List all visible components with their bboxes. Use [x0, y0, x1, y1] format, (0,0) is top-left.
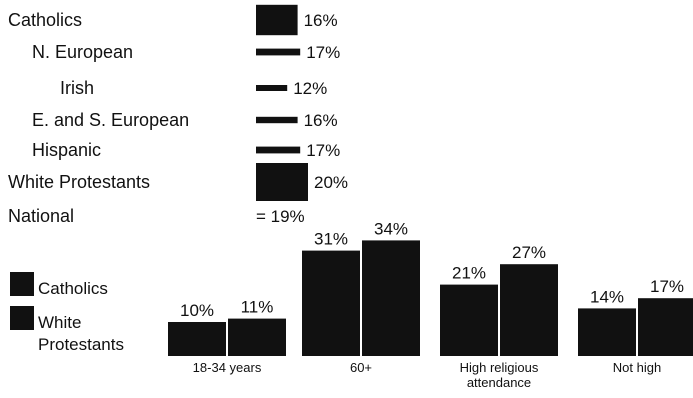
data-label-60-white-protestants: 34%	[374, 219, 408, 238]
bar-high-religious-attendance-white-protestants	[500, 264, 558, 356]
data-label-18-34-years-white-protestants: 11%	[241, 298, 274, 317]
category-label-60: 60+	[350, 360, 372, 375]
category-label-18-34-years: 18-34 years	[193, 360, 262, 375]
horizontal-bar-chart: Catholics 16% N. European 17% Irish 12% E. and…	[8, 4, 348, 226]
row-label-national: National	[8, 206, 74, 226]
row-label-e-and-s-european: E. and S. European	[32, 110, 189, 130]
value-label-catholics: 16%	[304, 11, 338, 30]
bar-catholics	[256, 4, 298, 36]
bar-e-and-s-european	[256, 116, 298, 124]
bar-60-catholics	[302, 250, 360, 356]
data-label-not-high-catholics: 14%	[590, 287, 624, 306]
category-label-high-religious-attendance: High religious attendance	[460, 360, 539, 390]
value-label-hispanic: 17%	[306, 141, 340, 160]
bar-60-white-protestants	[362, 240, 420, 356]
bar-18-34-years-white-protestants	[228, 318, 286, 356]
row-label-hispanic: Hispanic	[32, 140, 101, 160]
data-label-high-religious-attendance-white-protestants: 27%	[512, 243, 546, 262]
bar-white-protestants	[256, 163, 308, 201]
bar-high-religious-attendance-catholics	[440, 284, 498, 356]
row-label-irish: Irish	[60, 78, 94, 98]
value-label-n-european: 17%	[306, 43, 340, 62]
bar-not-high-catholics	[578, 308, 636, 356]
bar-n-european	[256, 48, 301, 56]
value-label-national: = 19%	[256, 207, 305, 226]
legend-label-catholics: Catholics	[38, 279, 108, 298]
value-label-e-and-s-european: 16%	[304, 111, 338, 130]
value-label-white-protestants: 20%	[314, 173, 348, 192]
data-label-high-religious-attendance-catholics: 21%	[452, 264, 486, 283]
legend-swatch-catholics	[10, 272, 34, 296]
data-label-18-34-years-catholics: 10%	[180, 301, 214, 320]
bar-hispanic	[256, 146, 301, 154]
data-label-60-catholics: 31%	[314, 230, 348, 249]
bar-18-34-years-catholics	[168, 322, 226, 356]
bar-irish	[256, 85, 288, 91]
row-label-catholics: Catholics	[8, 10, 82, 30]
chart-legend: Catholics White Protestants	[10, 272, 124, 354]
legend-swatch-white-protestants	[10, 306, 34, 330]
row-label-n-european: N. European	[32, 42, 133, 62]
bar-not-high-white-protestants	[638, 298, 693, 356]
category-label-not-high: Not high	[613, 360, 661, 375]
legend-label-white-protestants: White Protestants	[38, 313, 124, 354]
value-label-irish: 12%	[293, 79, 327, 98]
row-label-white-protestants: White Protestants	[8, 172, 150, 192]
grouped-bar-chart: 10% 11% 18-34 years 31% 34% 60+ 21% 27% High rel…	[168, 219, 693, 390]
data-label-not-high-white-protestants: 17%	[650, 277, 684, 296]
